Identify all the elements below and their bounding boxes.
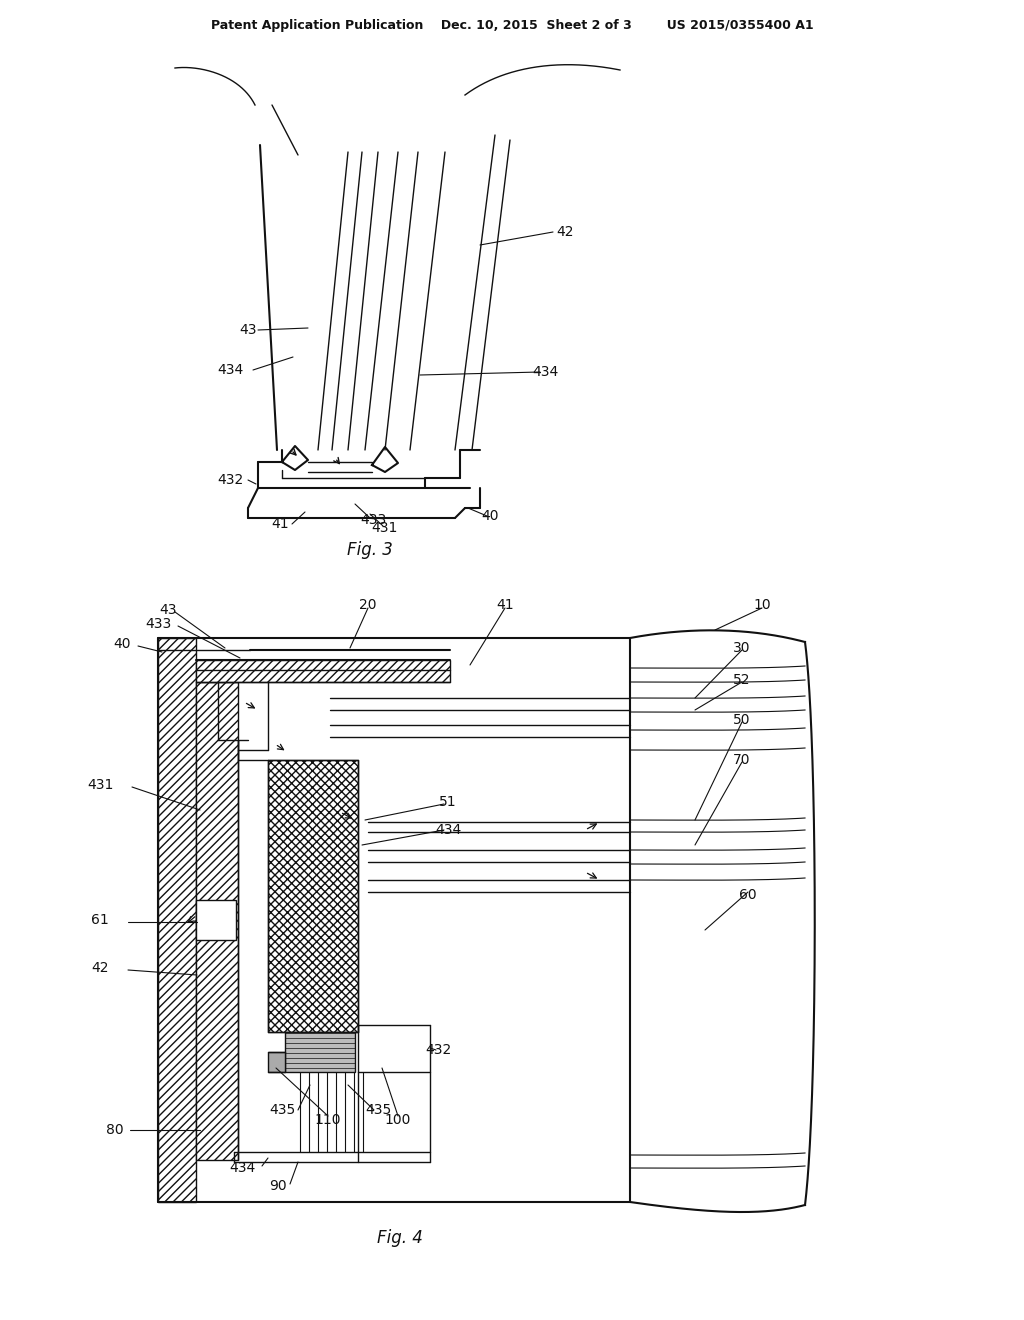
Text: 60: 60: [739, 888, 757, 902]
Text: 40: 40: [114, 638, 131, 651]
Text: 41: 41: [271, 517, 289, 531]
Text: 433: 433: [144, 616, 171, 631]
Text: 10: 10: [754, 598, 771, 612]
Text: 434: 434: [435, 822, 461, 837]
Text: 431: 431: [372, 521, 398, 535]
Text: 30: 30: [733, 642, 751, 655]
Text: 40: 40: [481, 510, 499, 523]
Text: 20: 20: [359, 598, 377, 612]
Polygon shape: [196, 900, 236, 940]
Text: 50: 50: [733, 713, 751, 727]
Text: 90: 90: [269, 1179, 287, 1193]
Text: 434: 434: [229, 1162, 255, 1175]
Text: 51: 51: [439, 795, 457, 809]
Text: 100: 100: [385, 1113, 412, 1127]
Text: 42: 42: [556, 224, 573, 239]
Text: 52: 52: [733, 673, 751, 686]
Text: 431: 431: [87, 777, 114, 792]
Text: 70: 70: [733, 752, 751, 767]
Text: Fig. 3: Fig. 3: [347, 541, 393, 558]
Text: 433: 433: [359, 513, 386, 527]
Text: 43: 43: [160, 603, 177, 616]
Text: 41: 41: [497, 598, 514, 612]
Polygon shape: [196, 660, 450, 682]
Text: 432: 432: [217, 473, 243, 487]
Text: Fig. 4: Fig. 4: [377, 1229, 423, 1247]
Text: 61: 61: [91, 913, 109, 927]
Text: 434: 434: [531, 366, 558, 379]
Text: 80: 80: [106, 1123, 124, 1137]
Text: Patent Application Publication    Dec. 10, 2015  Sheet 2 of 3        US 2015/035: Patent Application Publication Dec. 10, …: [211, 18, 813, 32]
Text: 110: 110: [314, 1113, 341, 1127]
Text: 435: 435: [365, 1104, 391, 1117]
Text: 42: 42: [91, 961, 109, 975]
Polygon shape: [196, 682, 238, 1160]
Polygon shape: [158, 638, 196, 1203]
Text: 432: 432: [425, 1043, 452, 1057]
Text: 434: 434: [217, 363, 243, 378]
Polygon shape: [268, 1052, 285, 1072]
Polygon shape: [268, 760, 358, 1032]
Text: 435: 435: [269, 1104, 295, 1117]
Polygon shape: [285, 1032, 355, 1072]
Text: 43: 43: [240, 323, 257, 337]
